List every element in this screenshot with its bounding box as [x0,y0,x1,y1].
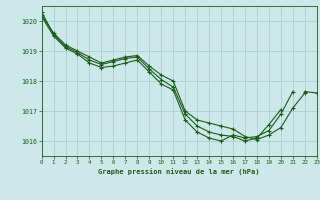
X-axis label: Graphe pression niveau de la mer (hPa): Graphe pression niveau de la mer (hPa) [99,168,260,175]
